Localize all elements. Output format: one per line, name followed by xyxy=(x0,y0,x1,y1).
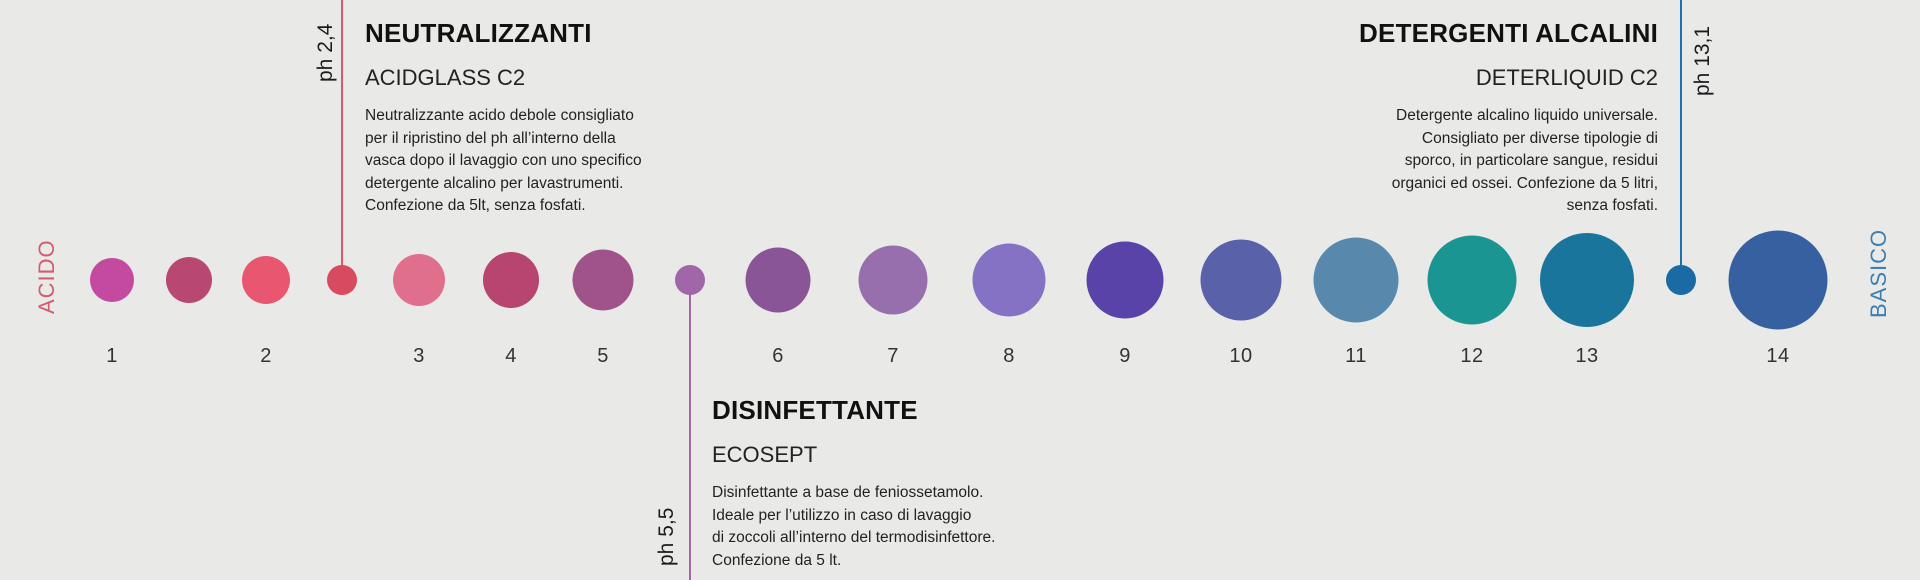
ph-label-detergenti: ph 13,1 xyxy=(1691,25,1714,96)
ph-number: 11 xyxy=(1345,345,1367,367)
ph-circle-3 xyxy=(393,254,445,306)
product-block-neutralizzanti: NEUTRALIZZANTI ACIDGLASS C2 Neutralizzan… xyxy=(365,18,695,218)
product-name: DETERLIQUID C2 xyxy=(1475,65,1658,90)
ph-number: 10 xyxy=(1229,345,1253,367)
ph-circle-6 xyxy=(745,247,811,313)
ph-number: 12 xyxy=(1460,345,1484,367)
product-description: Detergente alcalino liquido universale. … xyxy=(1391,107,1658,214)
ph-number: 1 xyxy=(106,345,118,367)
ph-label-neutralizzanti: ph 2,4 xyxy=(314,23,337,82)
product-description: Neutralizzante acido debole consigliato … xyxy=(365,107,642,214)
ph-number: 3 xyxy=(413,345,425,367)
basic-label: BASICO xyxy=(1866,228,1891,318)
ph-circle-7 xyxy=(858,245,928,315)
ph-number: 2 xyxy=(260,345,272,367)
ph-circle-11 xyxy=(1313,237,1399,323)
ph-number: 9 xyxy=(1119,345,1131,367)
ph-circle-14 xyxy=(1728,230,1828,330)
product-name: ECOSEPT xyxy=(712,442,818,467)
ph-number: 14 xyxy=(1766,345,1790,367)
marker-line-neutralizzanti xyxy=(341,0,343,280)
product-block-disinfettante: DISINFETTANTE ECOSEPT Disinfettante a ba… xyxy=(712,395,1042,572)
marker-line-disinfettante xyxy=(689,280,691,580)
ph-circle-13 xyxy=(1540,233,1634,327)
ph-circle-10 xyxy=(1200,239,1282,321)
ph-number: 7 xyxy=(887,345,899,367)
marker-line-detergenti xyxy=(1680,0,1682,280)
ph-circle-5 xyxy=(572,249,634,311)
category-title: DISINFETTANTE xyxy=(712,395,918,425)
ph-circle-2 xyxy=(242,256,290,304)
product-block-detergenti: DETERGENTI ALCALINI DETERLIQUID C2 Deter… xyxy=(1316,18,1658,218)
ph-number: 4 xyxy=(505,345,517,367)
acid-label: ACIDO xyxy=(34,239,59,314)
category-title: NEUTRALIZZANTI xyxy=(365,18,592,48)
ph-number: 6 xyxy=(772,345,784,367)
ph-circle-9 xyxy=(1086,241,1164,319)
marker-dot-detergenti xyxy=(1666,265,1696,295)
ph-number: 5 xyxy=(597,345,609,367)
ph-number: 13 xyxy=(1575,345,1599,367)
ph-circle-1 xyxy=(90,258,134,302)
ph-circle-1-5 xyxy=(166,257,212,303)
ph-number: 8 xyxy=(1003,345,1015,367)
marker-dot-neutralizzanti xyxy=(327,265,357,295)
marker-dot-disinfettante xyxy=(675,265,705,295)
product-description: Disinfettante a base de feniossetamolo. … xyxy=(712,484,996,569)
category-title: DETERGENTI ALCALINI xyxy=(1359,18,1658,48)
ph-circle-4 xyxy=(483,252,539,308)
ph-label-disinfettante: ph 5,5 xyxy=(655,507,678,566)
ph-circle-12 xyxy=(1427,235,1517,325)
product-name: ACIDGLASS C2 xyxy=(365,65,526,90)
ph-circle-8 xyxy=(972,243,1046,317)
